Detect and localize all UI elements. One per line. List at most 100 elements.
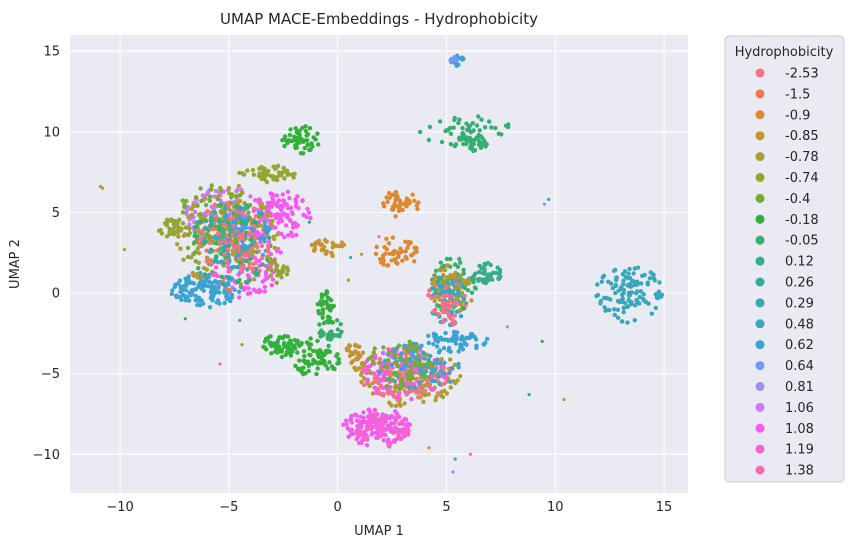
data-point	[527, 393, 531, 397]
data-point	[466, 336, 472, 341]
data-point	[489, 125, 494, 130]
legend-marker	[755, 465, 765, 475]
data-point	[275, 263, 280, 268]
data-point	[627, 266, 632, 272]
data-point	[472, 148, 478, 153]
data-point	[408, 364, 413, 370]
data-point	[186, 254, 191, 260]
data-point	[326, 343, 331, 349]
data-point	[263, 224, 269, 229]
data-point	[277, 270, 283, 276]
data-point	[360, 252, 364, 256]
data-point	[316, 142, 321, 147]
data-point	[391, 430, 396, 435]
data-point	[619, 286, 625, 292]
data-point	[256, 249, 261, 254]
data-point	[238, 282, 244, 287]
data-point	[282, 137, 287, 142]
data-point	[320, 315, 325, 320]
data-point	[259, 201, 265, 206]
data-point	[187, 226, 192, 231]
legend-marker	[755, 110, 765, 120]
data-point	[263, 263, 269, 268]
data-point	[377, 257, 383, 262]
data-point	[257, 198, 263, 203]
data-point	[315, 338, 320, 344]
data-point	[461, 134, 466, 140]
data-point	[288, 353, 294, 358]
data-point	[258, 223, 263, 228]
data-point	[274, 177, 280, 183]
data-point	[451, 470, 455, 474]
data-point	[390, 235, 396, 240]
data-point	[422, 383, 428, 388]
data-point	[373, 251, 379, 257]
data-point	[192, 230, 198, 235]
data-point	[547, 197, 551, 202]
data-point	[392, 389, 397, 394]
data-point	[408, 342, 413, 348]
data-point	[209, 261, 214, 266]
data-point	[397, 414, 402, 420]
data-point	[224, 213, 229, 218]
data-point	[432, 275, 438, 280]
data-point	[436, 312, 442, 317]
data-point	[606, 279, 611, 284]
data-point	[480, 271, 485, 276]
data-point	[482, 142, 487, 147]
data-point	[237, 193, 243, 198]
data-point	[457, 256, 462, 262]
data-point	[448, 273, 453, 278]
data-point	[239, 268, 244, 274]
data-point	[447, 357, 453, 362]
data-point	[653, 305, 658, 311]
data-point	[458, 273, 463, 279]
data-point	[230, 251, 235, 257]
data-point	[196, 266, 201, 271]
data-point	[458, 314, 464, 319]
data-point	[442, 375, 448, 381]
data-point	[487, 119, 492, 124]
data-point	[335, 352, 340, 357]
data-point	[426, 333, 431, 338]
data-point	[296, 206, 301, 211]
data-point	[471, 273, 477, 279]
data-point	[483, 280, 488, 286]
data-point	[392, 352, 397, 358]
data-point	[445, 128, 451, 133]
data-point	[207, 305, 213, 310]
data-point	[98, 185, 103, 189]
x-axis-label: UMAP 1	[354, 524, 404, 539]
x-tick-label: 5	[442, 500, 450, 515]
data-point	[389, 362, 395, 367]
data-point	[434, 344, 440, 349]
data-point	[302, 145, 307, 151]
data-point	[275, 212, 280, 217]
data-point	[170, 288, 175, 293]
data-point	[382, 358, 388, 363]
data-point	[359, 430, 364, 435]
data-point	[267, 340, 273, 345]
data-point	[223, 255, 228, 260]
data-point	[441, 272, 446, 278]
data-point	[562, 397, 566, 402]
data-point	[269, 204, 274, 209]
data-point	[300, 198, 305, 203]
data-point	[445, 280, 450, 286]
data-point	[243, 225, 248, 230]
data-point	[448, 385, 453, 390]
data-point	[282, 176, 287, 181]
data-point	[267, 256, 273, 261]
data-point	[184, 277, 189, 282]
data-point	[280, 170, 285, 175]
data-point	[499, 132, 504, 137]
data-point	[251, 206, 257, 211]
data-point	[385, 263, 391, 268]
data-point	[410, 192, 415, 197]
data-point	[318, 349, 323, 354]
legend-label: 0.81	[785, 380, 814, 395]
data-point	[444, 379, 450, 384]
data-point	[303, 124, 308, 129]
data-point	[619, 319, 625, 324]
data-point	[273, 166, 278, 172]
